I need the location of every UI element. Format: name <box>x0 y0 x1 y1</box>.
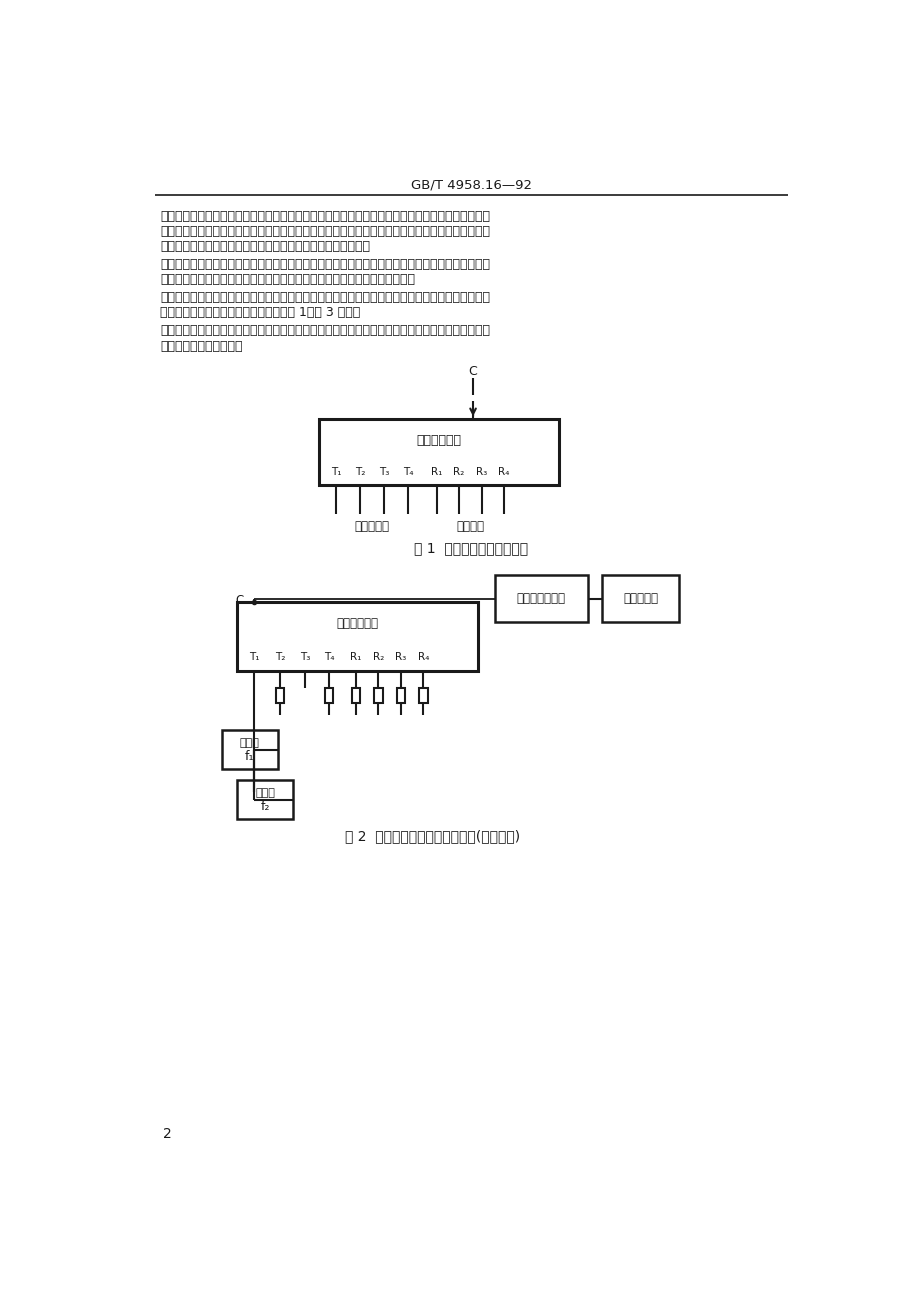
Text: 频谱分析仪: 频谱分析仪 <box>622 592 657 605</box>
Text: 应特别注意：不得使用过载功率，以免损坏测量装置中的假负载、微波开关管及铁氧体元件。当: 应特别注意：不得使用过载功率，以免损坏测量装置中的假负载、微波开关管及铁氧体元件… <box>160 258 490 271</box>
Text: R₂: R₂ <box>372 652 384 663</box>
Bar <box>396 687 404 703</box>
Text: GB/T 4958.16—92: GB/T 4958.16—92 <box>411 178 531 191</box>
Bar <box>374 687 382 703</box>
Text: 2: 2 <box>163 1128 172 1141</box>
Text: C: C <box>235 594 244 607</box>
Text: 来自发信机: 来自发信机 <box>354 519 389 533</box>
Text: 负载及耦合器件: 负载及耦合器件 <box>516 592 565 605</box>
Text: T₁: T₁ <box>330 467 341 478</box>
Text: 各个端口到共用端口的传输损耗应分别对线路中有无相应的滤波器进行测量，只有这样，才能确: 各个端口到共用端口的传输损耗应分别对线路中有无相应的滤波器进行测量，只有这样，才… <box>160 324 490 337</box>
Text: 在某些情况下，分支网络的滤波器与收发信机是一个整体，因此不太容易测量。此时，可用型式: 在某些情况下，分支网络的滤波器与收发信机是一个整体，因此不太容易测量。此时，可用… <box>160 292 490 305</box>
Text: T₂: T₂ <box>355 467 365 478</box>
Bar <box>237 780 293 819</box>
Bar <box>276 687 284 703</box>
Text: 分支网络的测量是在规定的两个端口进行，不仅被测的两个端口，而且所有其他端口都要正确地: 分支网络的测量是在规定的两个端口进行，不仅被测的两个端口，而且所有其他端口都要正… <box>160 210 490 223</box>
Text: R₄: R₄ <box>498 467 509 478</box>
Bar <box>237 602 477 671</box>
Bar <box>494 574 587 622</box>
Text: f₁: f₁ <box>244 750 255 763</box>
Text: R₃: R₃ <box>395 652 406 663</box>
Text: T₃: T₃ <box>379 467 389 478</box>
Bar <box>319 419 559 484</box>
Text: 连接好，这一点是很重要的。通常，需要在每一端口接上具有规定回波损耗、匹配良好的负载。若网: 连接好，这一点是很重要的。通常，需要在每一端口接上具有规定回波损耗、匹配良好的负… <box>160 225 490 238</box>
Text: 网络靠近铁磁材料时，必须小心，以保证网络中铁氧体元件的电气性能不变。: 网络靠近铁磁材料时，必须小心，以保证网络中铁氧体元件的电气性能不变。 <box>160 273 414 286</box>
Text: T₂: T₂ <box>275 652 285 663</box>
Bar <box>221 730 278 768</box>
Text: 射频分支网络: 射频分支网络 <box>416 435 461 448</box>
Text: T₁: T₁ <box>249 652 259 663</box>
Text: 图 1  射频分支网络的方框图: 图 1 射频分支网络的方框图 <box>414 540 528 555</box>
Text: 络包含射频开关，则通过该开关对每个规定位置进行全部测量。: 络包含射频开关，则通过该开关对每个规定位置进行全部测量。 <box>160 240 369 253</box>
Text: 定分支网络的基本损耗。: 定分支网络的基本损耗。 <box>160 340 243 353</box>
Text: 振荡器: 振荡器 <box>240 738 259 747</box>
Text: T₄: T₄ <box>403 467 413 478</box>
Text: T₄: T₄ <box>323 652 334 663</box>
Text: T₃: T₃ <box>300 652 310 663</box>
Text: 射频分支网络: 射频分支网络 <box>336 617 378 630</box>
Text: R₂: R₂ <box>453 467 464 478</box>
Bar <box>351 687 360 703</box>
Text: R₁: R₁ <box>350 652 361 663</box>
Bar <box>419 687 427 703</box>
Text: R₁: R₁ <box>430 467 442 478</box>
Text: f₂: f₂ <box>260 799 270 812</box>
Text: 完全相同的滤波器来代替，测量装置如图 1～图 3 所示。: 完全相同的滤波器来代替，测量装置如图 1～图 3 所示。 <box>160 306 360 319</box>
Text: R₃: R₃ <box>475 467 487 478</box>
Text: R₄: R₄ <box>417 652 428 663</box>
Text: 振荡器: 振荡器 <box>255 788 275 798</box>
Text: C: C <box>468 365 477 378</box>
Text: 图 2  多载波互调分量的测量框图(发信方向): 图 2 多载波互调分量的测量框图(发信方向) <box>345 829 520 842</box>
Bar <box>324 687 333 703</box>
Text: 到收信机: 到收信机 <box>456 519 483 533</box>
Bar <box>601 574 678 622</box>
